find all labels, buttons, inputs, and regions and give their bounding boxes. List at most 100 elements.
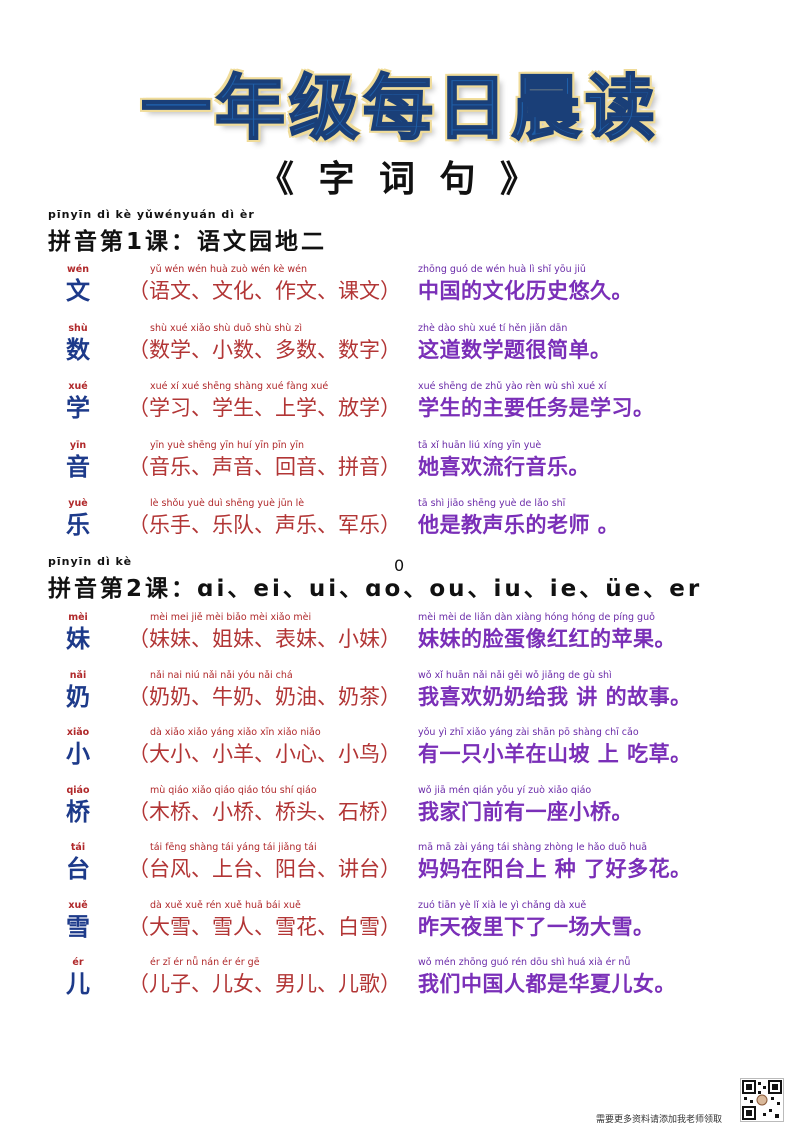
head-char-pinyin: tái <box>70 842 86 853</box>
word-group: tái fēng shàng tái yáng tái jiǎng tái （台风… <box>128 842 413 884</box>
sentence-pinyin: mā mā zài yáng tái shàng zhòng le hǎo du… <box>418 842 648 853</box>
footer-note: 需要更多资料请添加我老师领取 <box>596 1115 723 1125</box>
head-character: xuě 雪 <box>58 900 98 942</box>
word-group: xué xí xué shēng shàng xué fàng xué （学习、学… <box>128 381 413 423</box>
word-group: mù qiáo xiǎo qiáo qiáo tóu shí qiáo （木桥、小… <box>128 785 413 827</box>
head-character: qiáo 桥 <box>58 785 98 827</box>
lesson-row: nǎi 奶 nǎi nai niú nǎi nǎi yóu nǎi chá （奶奶、牛… <box>0 670 800 718</box>
words-pinyin: dà xiǎo xiǎo yáng xiǎo xīn xiǎo niǎo <box>150 727 321 738</box>
head-char-text: 数 <box>66 335 90 364</box>
head-char-pinyin: wén <box>67 264 89 275</box>
example-sentence: mèi mèi de liǎn dàn xiàng hóng hóng de p… <box>418 612 778 654</box>
head-character: shù 数 <box>58 323 98 365</box>
words-pinyin: nǎi nai niú nǎi nǎi yóu nǎi chá <box>150 669 293 681</box>
words-pinyin: ér zǐ ér nǚ nán ér ér gē <box>150 957 260 968</box>
sentence-pinyin: wǒ xǐ huān nǎi nǎi gěi wǒ jiǎng de gù sh… <box>418 669 612 681</box>
words-pinyin: mèi mei jiě mèi biǎo mèi xiǎo mèi <box>150 612 312 623</box>
words-pinyin: mù qiáo xiǎo qiáo qiáo tóu shí qiáo <box>150 784 317 796</box>
head-char-pinyin: xiǎo <box>66 727 90 738</box>
example-sentence: yǒu yì zhī xiǎo yáng zài shān pō shàng c… <box>418 727 778 769</box>
head-char-text: 儿 <box>66 970 90 998</box>
head-char-pinyin: shù <box>68 322 88 334</box>
word-group: dà xuě xuě rén xuě huā bái xuě （大雪、雪人、雪花、… <box>128 900 413 942</box>
words-pinyin: lè shǒu yuè duì shēng yuè jūn lè <box>150 498 305 509</box>
head-char-pinyin: ér <box>72 957 84 968</box>
head-character: ér 儿 <box>58 957 98 999</box>
words-text: （木桥、小桥、桥头、石桥） <box>128 799 401 824</box>
example-sentence: wǒ xǐ huān nǎi nǎi gěi wǒ jiǎng de gù sh… <box>418 670 778 712</box>
sentence-pinyin: yǒu yì zhī xiǎo yáng zài shān pō shàng c… <box>418 727 639 738</box>
lesson-pinyin: pīnyīn dì kè <box>48 555 133 568</box>
lesson-2-header: pīnyīn dì kè 拼音第2课：ɑi、ei、ui、ɑo、ou、iu、ie、… <box>48 555 768 603</box>
word-group: shù xué xiǎo shù duō shù shù zì （数学、小数、多数… <box>128 323 413 365</box>
words-text: （台风、上台、阳台、讲台） <box>128 857 401 881</box>
words-text: （大小、小羊、小心、小鸟） <box>128 742 401 766</box>
head-character: xué 学 <box>58 381 98 423</box>
example-sentence: wǒ jiā mén qián yǒu yí zuò xiǎo qiáo 我家门前… <box>418 785 778 827</box>
lesson-row: yīn 音 yīn yuè shēng yīn huí yīn pīn yīn （音乐… <box>0 440 800 488</box>
word-group: lè shǒu yuè duì shēng yuè jūn lè （乐手、乐队、声… <box>128 498 413 540</box>
head-character: xiǎo 小 <box>58 727 98 769</box>
word-group: mèi mei jiě mèi biǎo mèi xiǎo mèi （妹妹、姐妹、… <box>128 612 413 654</box>
words-text: （音乐、声音、回音、拼音） <box>128 454 401 479</box>
sentence-text: 我家门前有一座小桥。 <box>418 799 633 824</box>
head-char-pinyin: nǎi <box>69 669 87 681</box>
example-sentence: mā mā zài yáng tái shàng zhòng le hǎo du… <box>418 842 778 884</box>
sentence-text: 学生的主要任务是学习。 <box>418 396 655 420</box>
example-sentence: xué shēng de zhǔ yào rèn wù shì xué xí 学生… <box>418 381 778 423</box>
lesson-row: shù 数 shù xué xiǎo shù duō shù shù zì （数学、小… <box>0 323 800 371</box>
lesson-row: ér 儿 ér zǐ ér nǚ nán ér ér gē （儿子、儿女、男儿、儿歌）… <box>0 957 800 1005</box>
head-char-text: 奶 <box>66 682 90 711</box>
lesson-row: xué 学 xué xí xué shēng shàng xué fàng xué （… <box>0 381 800 429</box>
head-char-text: 文 <box>66 277 90 305</box>
example-sentence: zhōng guó de wén huà lì shǐ yōu jiǔ 中国的文化… <box>418 264 778 306</box>
head-char-pinyin: yuè <box>68 498 88 509</box>
words-pinyin: yīn yuè shēng yīn huí yīn pīn yīn <box>150 439 304 451</box>
sentence-text: 妹妹的脸蛋像红红的苹果。 <box>418 627 676 651</box>
word-group: nǎi nai niú nǎi nǎi yóu nǎi chá （奶奶、牛奶、奶油… <box>128 670 413 712</box>
example-sentence: zuó tiān yè lǐ xià le yì chǎng dà xuě 昨天夜… <box>418 900 778 942</box>
sentence-text: 我喜欢奶奶给我 讲 的故事。 <box>418 684 692 709</box>
words-text: （乐手、乐队、声乐、军乐） <box>128 513 401 537</box>
words-text: （学习、学生、上学、放学） <box>128 396 401 420</box>
head-character: yīn 音 <box>58 440 98 482</box>
head-character: tái 台 <box>58 842 98 884</box>
head-char-text: 台 <box>66 855 90 883</box>
lesson-row: wén 文 yǔ wén wén huà zuò wén kè wén （语文、文化、… <box>0 264 800 312</box>
words-text: （妹妹、姐妹、表妹、小妹） <box>128 627 401 651</box>
head-char-pinyin: mèi <box>68 612 88 623</box>
head-char-text: 小 <box>66 740 90 768</box>
example-sentence: zhè dào shù xué tí hěn jiǎn dān 这道数学题很简单。 <box>418 323 778 365</box>
sentence-text: 她喜欢流行音乐。 <box>418 454 590 479</box>
sentence-pinyin: zuó tiān yè lǐ xià le yì chǎng dà xuě <box>418 899 587 911</box>
sentence-text: 有一只小羊在山坡 上 吃草。 <box>418 742 692 766</box>
sub-title: 《 字 词 句 》 <box>257 159 543 200</box>
sentence-pinyin: wǒ jiā mén qián yǒu yí zuò xiǎo qiáo <box>418 784 592 796</box>
example-sentence: tā xǐ huān liú xíng yīn yuè 她喜欢流行音乐。 <box>418 440 778 482</box>
words-pinyin: dà xuě xuě rén xuě huā bái xuě <box>150 899 301 911</box>
head-char-pinyin: xuě <box>68 899 88 911</box>
lesson-row: xuě 雪 dà xuě xuě rén xuě huā bái xuě （大雪、雪人… <box>0 900 800 948</box>
qr-code-icon <box>740 1078 784 1122</box>
lesson-1-header: pīnyīn dì kè yǔwényuán dì èr 拼音第1课：语文园地二 <box>48 208 768 256</box>
head-char-text: 桥 <box>66 797 90 826</box>
lesson-row: tái 台 tái fēng shàng tái yáng tái jiǎng tá… <box>0 842 800 890</box>
head-char-text: 雪 <box>66 912 90 941</box>
words-pinyin: xué xí xué shēng shàng xué fàng xué <box>150 381 329 392</box>
sentence-pinyin: zhè dào shù xué tí hěn jiǎn dān <box>418 322 568 334</box>
lesson-row: mèi 妹 mèi mei jiě mèi biǎo mèi xiǎo mèi （妹妹… <box>0 612 800 660</box>
sentence-pinyin: xué shēng de zhǔ yào rèn wù shì xué xí <box>418 381 607 392</box>
head-char-text: 音 <box>66 452 90 481</box>
example-sentence: tā shì jiāo shēng yuè de lǎo shī 他是教声乐的老师… <box>418 498 778 540</box>
sentence-pinyin: zhōng guó de wén huà lì shǐ yōu jiǔ <box>418 264 586 275</box>
head-character: yuè 乐 <box>58 498 98 540</box>
lesson-pinyin: pīnyīn dì kè yǔwényuán dì èr <box>48 208 255 221</box>
head-char-text: 妹 <box>66 625 90 653</box>
main-title: 一年级每日晨读 <box>140 65 659 150</box>
lesson-row: qiáo 桥 mù qiáo xiǎo qiáo qiáo tóu shí qiáo… <box>0 785 800 833</box>
head-char-pinyin: qiáo <box>66 784 90 796</box>
words-text: （大雪、雪人、雪花、白雪） <box>128 914 401 939</box>
words-text: （语文、文化、作文、课文） <box>128 279 401 303</box>
words-text: （儿子、儿女、男儿、儿歌） <box>128 972 401 996</box>
